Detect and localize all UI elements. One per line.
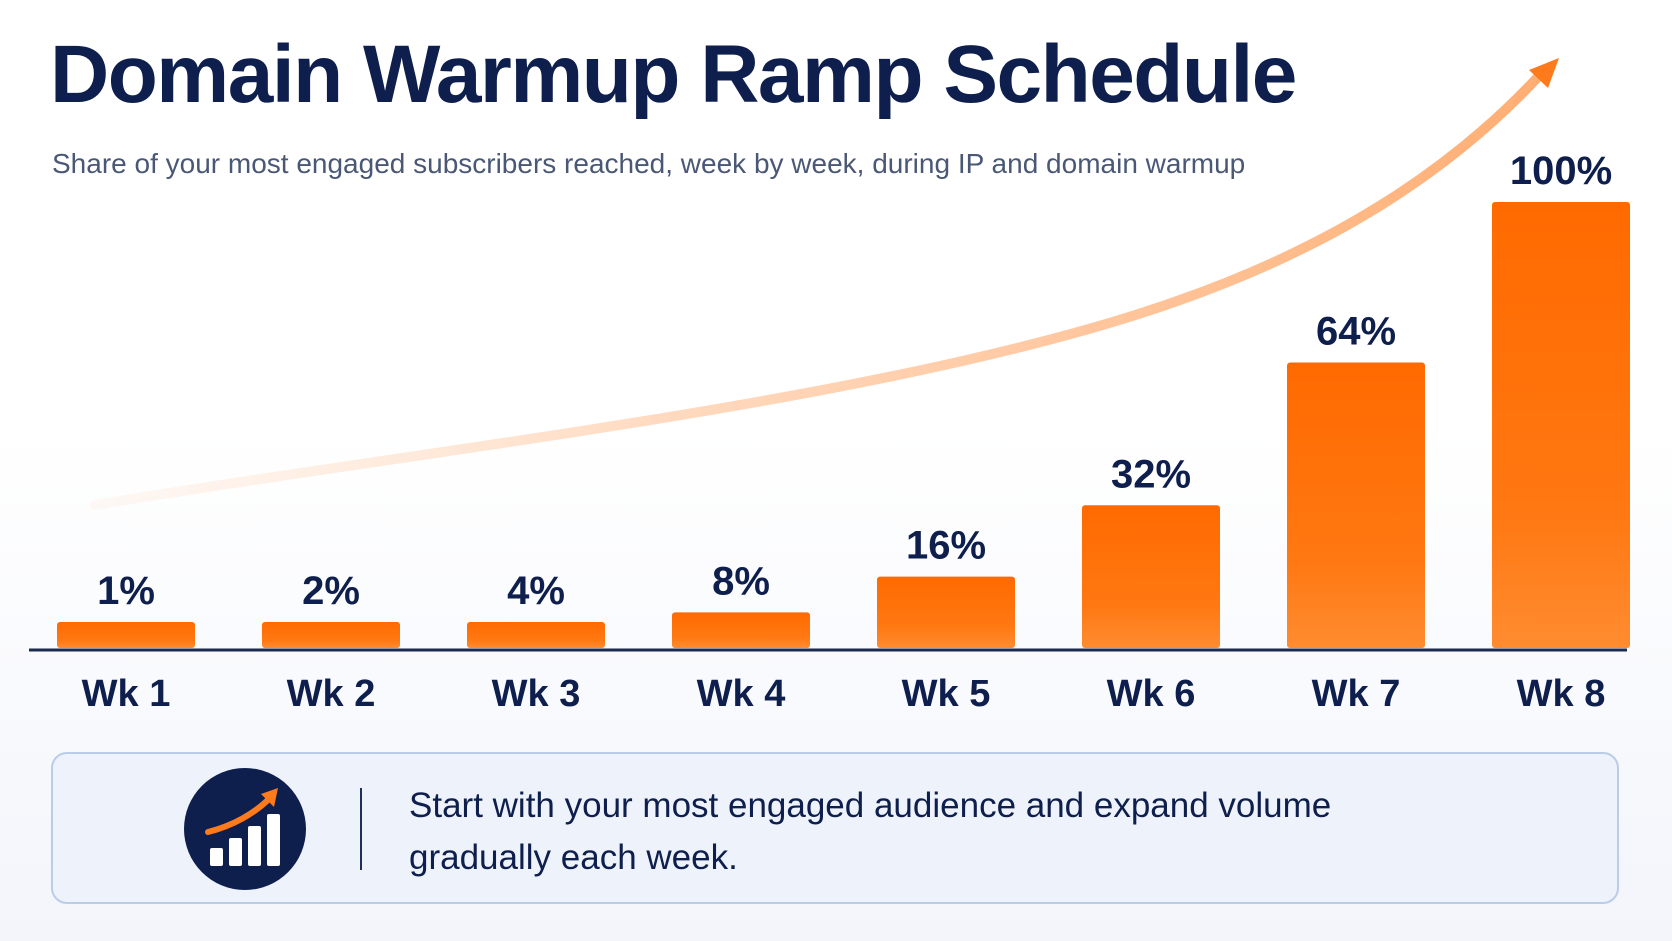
- bar-4: [672, 612, 810, 648]
- category-label-5: Wk 5: [902, 673, 991, 715]
- callout-divider: [360, 788, 362, 870]
- bar-3: [467, 622, 605, 648]
- trend-arrow-shaft: [90, 73, 1542, 510]
- chart-title: Domain Warmup Ramp Schedule: [50, 29, 1297, 120]
- value-label-2: 2%: [302, 569, 360, 613]
- bar-chart: 1% Wk 1 2% Wk 2 4% Wk 3 8% Wk 4 16% Wk 5 32% Wk 6 64…: [29, 58, 1630, 715]
- bar-7: [1287, 362, 1425, 648]
- bar-1: [57, 622, 195, 648]
- growth-chart-icon: [184, 768, 306, 890]
- value-label-3: 4%: [507, 569, 565, 613]
- category-label-2: Wk 2: [287, 673, 376, 715]
- bar-2: [262, 622, 400, 648]
- chart-subtitle: Share of your most engaged subscribers r…: [52, 148, 1246, 179]
- callout-text: Start with your most engaged audience an…: [409, 786, 1332, 877]
- bar-5: [877, 576, 1015, 648]
- value-label-5: 16%: [906, 524, 986, 568]
- category-label-1: Wk 1: [82, 673, 171, 715]
- value-label-4: 8%: [712, 559, 770, 603]
- value-label-8: 100%: [1510, 149, 1612, 193]
- value-label-7: 64%: [1316, 310, 1396, 354]
- bar-6: [1082, 505, 1220, 648]
- category-label-6: Wk 6: [1107, 673, 1196, 715]
- category-label-4: Wk 4: [697, 673, 786, 715]
- bars-group: 1% Wk 1 2% Wk 2 4% Wk 3 8% Wk 4 16% Wk 5 32% Wk 6 64…: [57, 149, 1630, 715]
- category-label-3: Wk 3: [492, 673, 581, 715]
- category-label-8: Wk 8: [1517, 673, 1606, 715]
- callout-box: Start with your most engaged audience an…: [51, 752, 1619, 904]
- value-label-1: 1%: [97, 569, 155, 613]
- bar-8: [1492, 202, 1630, 648]
- category-label-7: Wk 7: [1312, 673, 1401, 715]
- value-label-6: 32%: [1111, 452, 1191, 496]
- trend-arrow-head-icon: [1529, 58, 1559, 88]
